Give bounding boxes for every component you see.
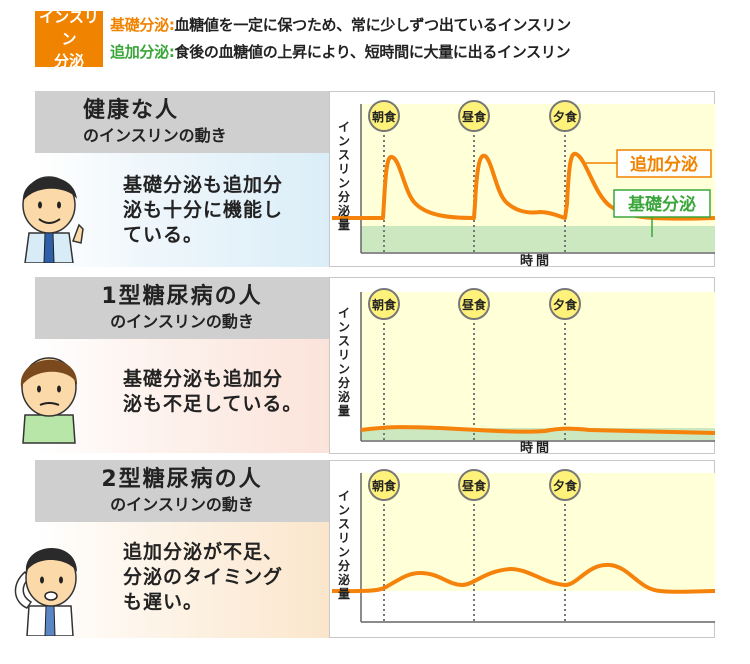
meal-breakfast-label: 朝食 bbox=[372, 478, 397, 493]
meal-lunch-label: 昼食 bbox=[461, 478, 487, 493]
message-line: 追加分泌が不足、 bbox=[123, 541, 284, 563]
type2-chart-svg: 朝食 昼食 夕食 bbox=[331, 469, 716, 623]
message-line: 分泌のタイミング bbox=[123, 566, 284, 588]
type2-man-avatar-icon bbox=[14, 547, 77, 636]
legend-bolus-key: 追加分泌 bbox=[110, 43, 169, 61]
badge-line-1: インスリン bbox=[39, 8, 99, 48]
panel-subtitle: のインスリンの動き bbox=[110, 495, 254, 514]
badge-line-2: 分泌 bbox=[53, 52, 84, 70]
legend-sep: : bbox=[168, 16, 175, 34]
y-axis-label: インスリン分泌量 bbox=[337, 306, 350, 418]
meal-markers: 朝食 昼食 夕食 bbox=[368, 288, 581, 320]
message-line: ている。 bbox=[123, 224, 204, 246]
y-axis-label: インスリン分泌量 bbox=[337, 489, 350, 601]
panel-body: 基礎分泌も追加分 泌も十分に機能し ている。 bbox=[22, 153, 329, 267]
panel-title: 2型糖尿病の人 bbox=[101, 467, 263, 492]
panel-header: 1型糖尿病の人 のインスリンの動き bbox=[35, 277, 329, 339]
annotation-bolus: 追加分泌 bbox=[630, 154, 698, 175]
type1-chart-svg: 朝食 昼食 夕食 bbox=[360, 288, 716, 442]
message-line: 基礎分泌も追加分 bbox=[123, 368, 284, 390]
legend-sep: : bbox=[168, 43, 175, 61]
message-line: も遅い。 bbox=[123, 591, 204, 613]
x-axis-label: 時間 bbox=[520, 441, 553, 456]
panel-type1: 1型糖尿病の人 のインスリンの動き 基礎分泌も追加分 泌も不足している。 bbox=[20, 277, 329, 454]
message-line: 泌も十分に機能し bbox=[123, 199, 284, 221]
panel-message: 基礎分泌も追加分 泌も十分に機能し ている。 bbox=[123, 173, 283, 248]
legend-bolus-desc: 食後の血糖値の上昇により、短時間に大量に出るインスリン bbox=[174, 43, 571, 61]
x-axis-label: 時間 bbox=[520, 254, 553, 269]
meal-dinner-label: 夕食 bbox=[553, 478, 578, 493]
legend-basal: 基礎分泌:血糖値を一定に保つため、常に少しずつ出ているインスリン bbox=[110, 14, 571, 35]
panel-body: 基礎分泌も追加分 泌も不足している。 bbox=[20, 339, 329, 453]
panel-subtitle: のインスリンの動き bbox=[110, 312, 254, 331]
panel-subtitle: のインスリンの動き bbox=[83, 126, 227, 145]
meal-lunch-label: 昼食 bbox=[461, 297, 487, 312]
meal-breakfast-label: 朝食 bbox=[372, 109, 397, 124]
chart-healthy: 追加分泌 基礎分泌 朝食 昼食 夕食 インスリン分泌量 時間 bbox=[329, 91, 716, 269]
panel-message: 追加分泌が不足、 分泌のタイミング も遅い。 bbox=[123, 540, 283, 615]
panel-header: 2型糖尿病の人 のインスリンの動き bbox=[35, 460, 329, 522]
healthy-chart-svg: 追加分泌 基礎分泌 朝食 昼食 夕食 bbox=[332, 100, 716, 254]
panel-type2: 2型糖尿病の人 のインスリンの動き 追加分泌が不足、 分泌のタイミング も遅い。 bbox=[14, 460, 329, 638]
panel-body: 追加分泌が不足、 分泌のタイミング も遅い。 bbox=[14, 522, 329, 638]
legend-basal-key: 基礎分泌 bbox=[110, 16, 169, 34]
legend-bolus: 追加分泌:食後の血糖値の上昇により、短時間に大量に出るインスリン bbox=[110, 41, 571, 62]
panel-healthy: 健康な人 のインスリンの動き 基礎分泌も追加分 泌も十分に機能し ている。 bbox=[22, 91, 329, 267]
y-axis-label: インスリン分泌量 bbox=[337, 120, 350, 232]
meal-dinner-label: 夕食 bbox=[553, 297, 578, 312]
meal-breakfast-label: 朝食 bbox=[372, 297, 397, 312]
meal-lunch-label: 昼食 bbox=[461, 109, 487, 124]
healthy-man-avatar-icon bbox=[22, 176, 84, 263]
chart-type1: 朝食 昼食 夕食 インスリン分泌量 時間 bbox=[329, 277, 716, 456]
chart-type2: 朝食 昼食 夕食 インスリン分泌量 bbox=[329, 460, 716, 638]
meal-markers: 朝食 昼食 夕食 bbox=[368, 100, 581, 132]
legend-basal-desc: 血糖値を一定に保つため、常に少しずつ出ているインスリン bbox=[174, 16, 572, 34]
panel-title: 1型糖尿病の人 bbox=[101, 284, 263, 309]
panel-message: 基礎分泌も追加分 泌も不足している。 bbox=[123, 367, 302, 417]
panel-header: 健康な人 のインスリンの動き bbox=[35, 91, 329, 153]
meal-markers: 朝食 昼食 夕食 bbox=[368, 469, 581, 501]
type1-boy-avatar-icon bbox=[20, 357, 78, 444]
message-line: 基礎分泌も追加分 bbox=[123, 174, 284, 196]
message-line: 泌も不足している。 bbox=[123, 393, 303, 415]
meal-dinner-label: 夕食 bbox=[553, 109, 578, 124]
insulin-secretion-badge: インスリン 分泌 bbox=[35, 8, 103, 70]
panel-title: 健康な人 bbox=[83, 98, 180, 123]
annotation-basal: 基礎分泌 bbox=[627, 194, 696, 215]
